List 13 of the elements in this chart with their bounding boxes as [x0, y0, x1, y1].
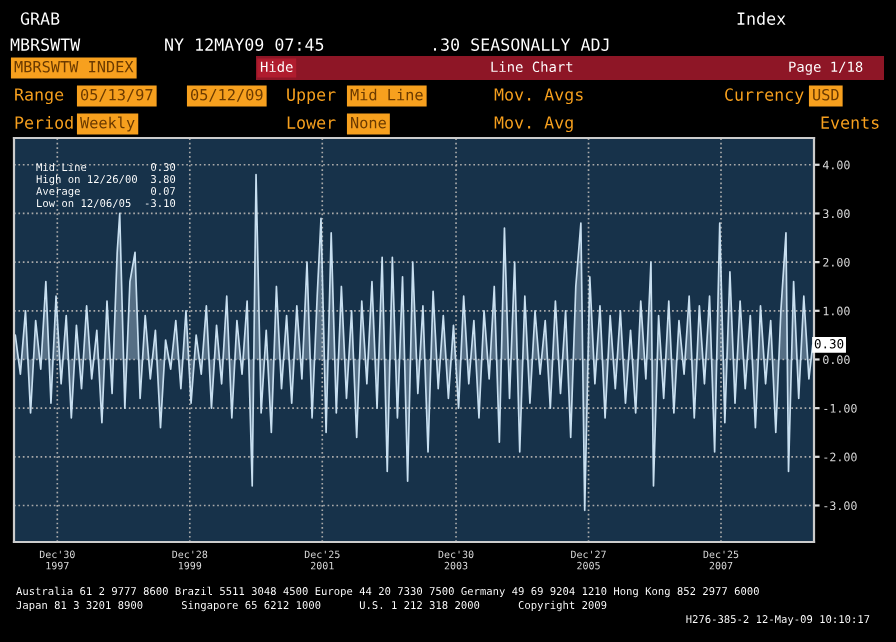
text: Index [737, 11, 786, 25]
text: NY 12MAY09 07:45 [165, 38, 324, 51]
text: Mov. Avgs [494, 88, 583, 105]
text: Upper [287, 88, 336, 105]
text: Currency [725, 88, 804, 105]
text: Mov. Avg [494, 116, 573, 133]
text: GRAB [20, 12, 60, 25]
text: Lower [287, 116, 336, 129]
text: MBRSWTW [10, 38, 81, 51]
text: .30 SEASONALLY ADJ [433, 38, 609, 51]
text: Period [15, 115, 73, 129]
text: Range [15, 88, 64, 105]
text: Events [821, 116, 879, 129]
